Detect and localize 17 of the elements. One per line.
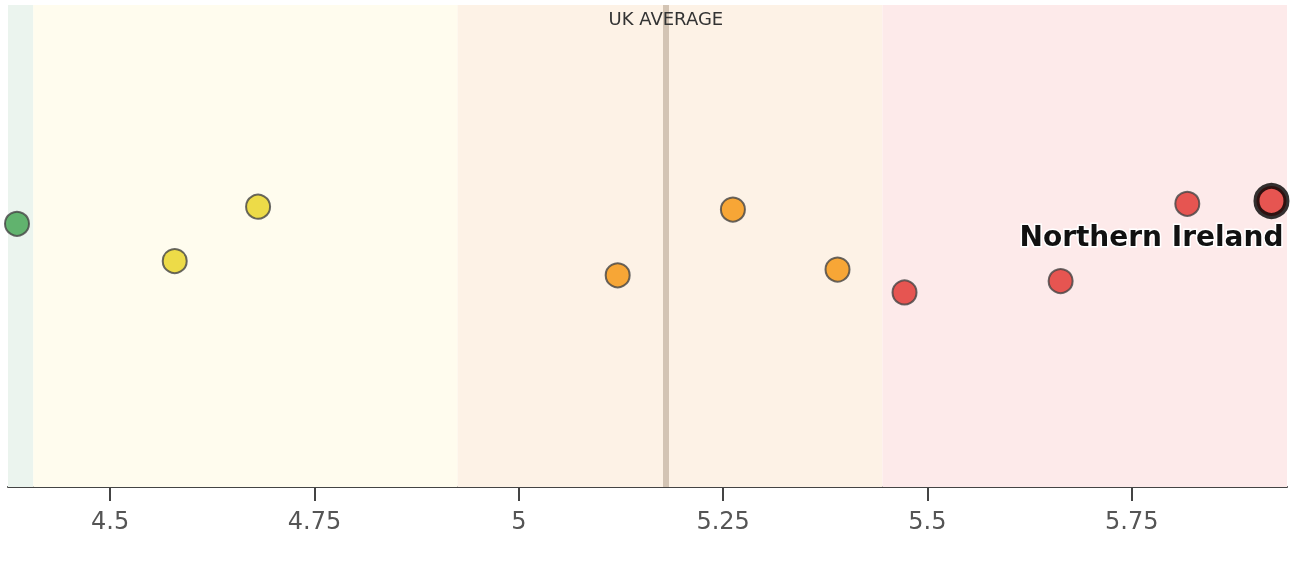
point	[891, 279, 918, 306]
x-tick-label: 5.5	[908, 507, 947, 535]
x-tick-label: 5	[511, 507, 527, 535]
x-tick-label: 5.75	[1105, 507, 1159, 535]
x-tick-label: 5.25	[696, 507, 750, 535]
point	[604, 262, 631, 289]
x-tick-label: 4.75	[287, 507, 342, 535]
point	[1174, 190, 1201, 217]
ref-line-label: UK AVERAGE	[608, 7, 724, 29]
point	[824, 256, 851, 283]
point	[245, 193, 272, 220]
point	[1047, 268, 1074, 295]
x-tick-label: 4.5	[91, 507, 130, 535]
point	[161, 248, 188, 275]
point	[719, 196, 746, 223]
annotation: Northern Ireland	[1019, 220, 1284, 254]
point	[4, 210, 30, 237]
